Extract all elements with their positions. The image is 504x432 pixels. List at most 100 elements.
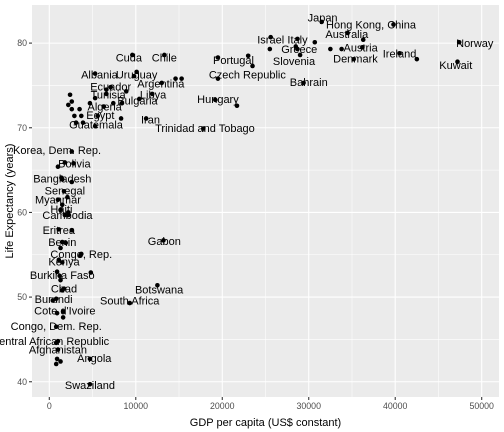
data-point: [123, 89, 129, 94]
data-point: [59, 177, 65, 182]
point-label: Hungary: [197, 94, 239, 106]
data-point: [414, 56, 420, 62]
data-point: [234, 103, 240, 109]
data-point: [134, 69, 139, 75]
point-label: Tunisia: [91, 90, 127, 102]
point-label: Bahrain: [290, 77, 328, 89]
data-point: [213, 97, 218, 103]
data-point: [136, 96, 142, 102]
point-label: Algeria: [88, 102, 123, 114]
point-label: Benin: [48, 237, 76, 249]
point-label: Bulgaria: [117, 96, 158, 108]
point-label: South Africa: [100, 295, 160, 307]
data-point: [88, 270, 94, 275]
data-point: [159, 80, 165, 86]
data-point: [62, 160, 68, 165]
point-label: Portugal: [213, 55, 254, 67]
data-point: [62, 212, 68, 218]
point-label: Burkina Faso: [30, 270, 95, 282]
data-point: [56, 257, 62, 263]
point-label: Cote d'Ivoire: [34, 306, 95, 318]
data-point: [179, 76, 184, 81]
data-point: [67, 92, 73, 98]
point-label: Libya: [140, 90, 167, 102]
data-point: [119, 100, 125, 106]
point-label: Iran: [141, 114, 160, 126]
axis-ticks: 0 10000 20000 30000 40000 50000 40 50 60 70 80: [17, 38, 494, 411]
data-point: [78, 251, 84, 257]
data-point: [54, 269, 60, 274]
data-point: [131, 73, 137, 79]
data-point: [143, 116, 149, 121]
data-point: [87, 100, 93, 106]
point-label: Bangladesh: [33, 174, 91, 186]
data-point: [69, 99, 75, 104]
data-point: [55, 197, 61, 203]
point-label: Ecuador: [90, 81, 131, 93]
point-label: Egypt: [86, 110, 114, 122]
point-label: Chile: [152, 52, 177, 64]
data-point: [58, 277, 63, 283]
point-label: Kuwait: [439, 60, 472, 72]
data-point: [108, 84, 113, 90]
data-point: [200, 126, 206, 131]
x-tick-label: 50000: [469, 401, 494, 411]
point-label: Kenya: [48, 257, 80, 269]
point-label: Trinidad and Tobago: [155, 123, 255, 135]
data-point: [101, 104, 107, 109]
x-tick-label: 10000: [124, 401, 149, 411]
point-label: Slovenia: [273, 56, 316, 68]
data-point: [55, 164, 61, 170]
y-tick-label: 40: [17, 377, 27, 387]
data-point: [66, 102, 71, 108]
data-point: [127, 300, 133, 306]
data-point: [55, 347, 61, 352]
point-label: Eritrea: [43, 225, 76, 237]
y-tick-label: 60: [17, 207, 27, 217]
data-point: [59, 202, 65, 208]
point-label: Japan: [308, 13, 338, 25]
data-point: [345, 30, 350, 36]
data-point: [66, 212, 71, 218]
data-point: [54, 310, 60, 316]
data-point: [295, 36, 300, 42]
point-label: Central African Republic: [0, 336, 110, 348]
data-point: [72, 113, 77, 119]
point-label: Haiti: [50, 204, 72, 216]
point-label: Albania: [81, 69, 119, 81]
data-point: [61, 188, 67, 194]
point-label: Myanmar: [35, 195, 81, 207]
data-point: [80, 120, 86, 125]
point-label: Czech Republic: [209, 69, 287, 81]
data-point: [92, 95, 98, 101]
point-label: Bolivia: [58, 158, 91, 170]
data-point: [59, 239, 65, 245]
data-point: [63, 240, 69, 246]
point-label: Korea, Dem. Rep.: [13, 145, 101, 157]
data-point: [65, 194, 70, 200]
data-point: [312, 39, 318, 45]
data-point: [455, 59, 460, 65]
point-label: Italy: [287, 35, 308, 47]
data-point: [456, 39, 462, 45]
point-label: Chad: [51, 284, 77, 296]
data-point: [297, 52, 303, 58]
data-point: [339, 46, 344, 52]
y-tick-label: 70: [17, 123, 27, 133]
point-label: Ireland: [383, 48, 417, 60]
data-point: [69, 179, 75, 185]
point-label: Greece: [281, 44, 317, 56]
data-point: [130, 52, 135, 58]
x-tick-label: 40000: [383, 401, 408, 411]
data-point: [87, 382, 93, 387]
point-label: Senegal: [45, 185, 85, 197]
data-point: [87, 356, 93, 362]
data-point: [58, 359, 63, 364]
data-point: [53, 340, 59, 346]
data-point: [56, 227, 62, 232]
data-point: [92, 71, 98, 76]
x-tick-label: 0: [47, 401, 52, 411]
point-label: Gabon: [148, 236, 181, 248]
x-tick-label: 30000: [297, 401, 322, 411]
x-tick-label: 20000: [210, 401, 235, 411]
